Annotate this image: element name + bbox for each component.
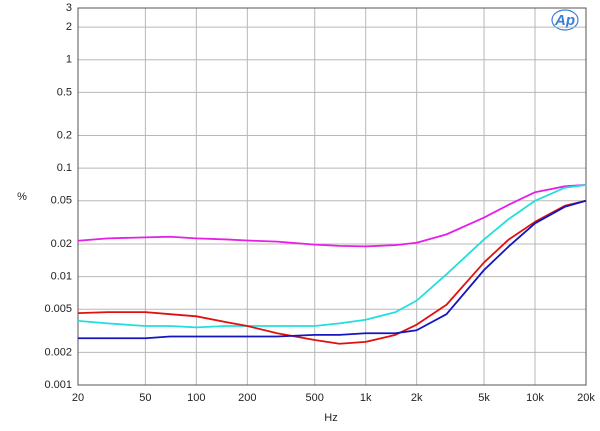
y-tick-label: 2 xyxy=(66,21,72,33)
series-line xyxy=(77,199,587,345)
y-axis-label: % xyxy=(17,191,27,203)
x-tick-label: 20k xyxy=(577,392,595,404)
x-tick-label: 200 xyxy=(238,392,256,404)
y-tick-label: 0.5 xyxy=(57,86,72,98)
x-axis-label: Hz xyxy=(324,412,337,424)
y-tick-label: 0.1 xyxy=(57,162,72,174)
x-tick-label: 100 xyxy=(187,392,205,404)
y-tick-label: 0.2 xyxy=(57,129,72,141)
x-tick-label: 20 xyxy=(72,392,84,404)
y-tick-label: 0.002 xyxy=(44,346,72,358)
series-line xyxy=(78,199,587,340)
y-tick-label: 0.001 xyxy=(44,379,72,391)
series-line xyxy=(77,184,587,329)
logo-ring xyxy=(551,9,579,31)
y-tick-label: 0.01 xyxy=(51,270,72,282)
x-tick-label: 50 xyxy=(139,392,151,404)
x-tick-label: 5k xyxy=(478,392,490,404)
x-tick-label: 500 xyxy=(306,392,324,404)
logo: Ap xyxy=(554,12,575,29)
y-tick-label: 3 xyxy=(66,2,72,14)
plot-frame xyxy=(77,7,587,386)
y-tick-label: 1 xyxy=(66,54,72,66)
y-tick-label: 0.02 xyxy=(51,238,72,250)
series-line xyxy=(77,184,587,248)
x-tick-label: 2k xyxy=(411,392,423,404)
x-tick-label: 1k xyxy=(360,392,372,404)
y-tick-label: 0.05 xyxy=(51,195,72,207)
y-tick-label: 0.005 xyxy=(44,303,72,315)
x-tick-label: 10k xyxy=(526,392,544,404)
